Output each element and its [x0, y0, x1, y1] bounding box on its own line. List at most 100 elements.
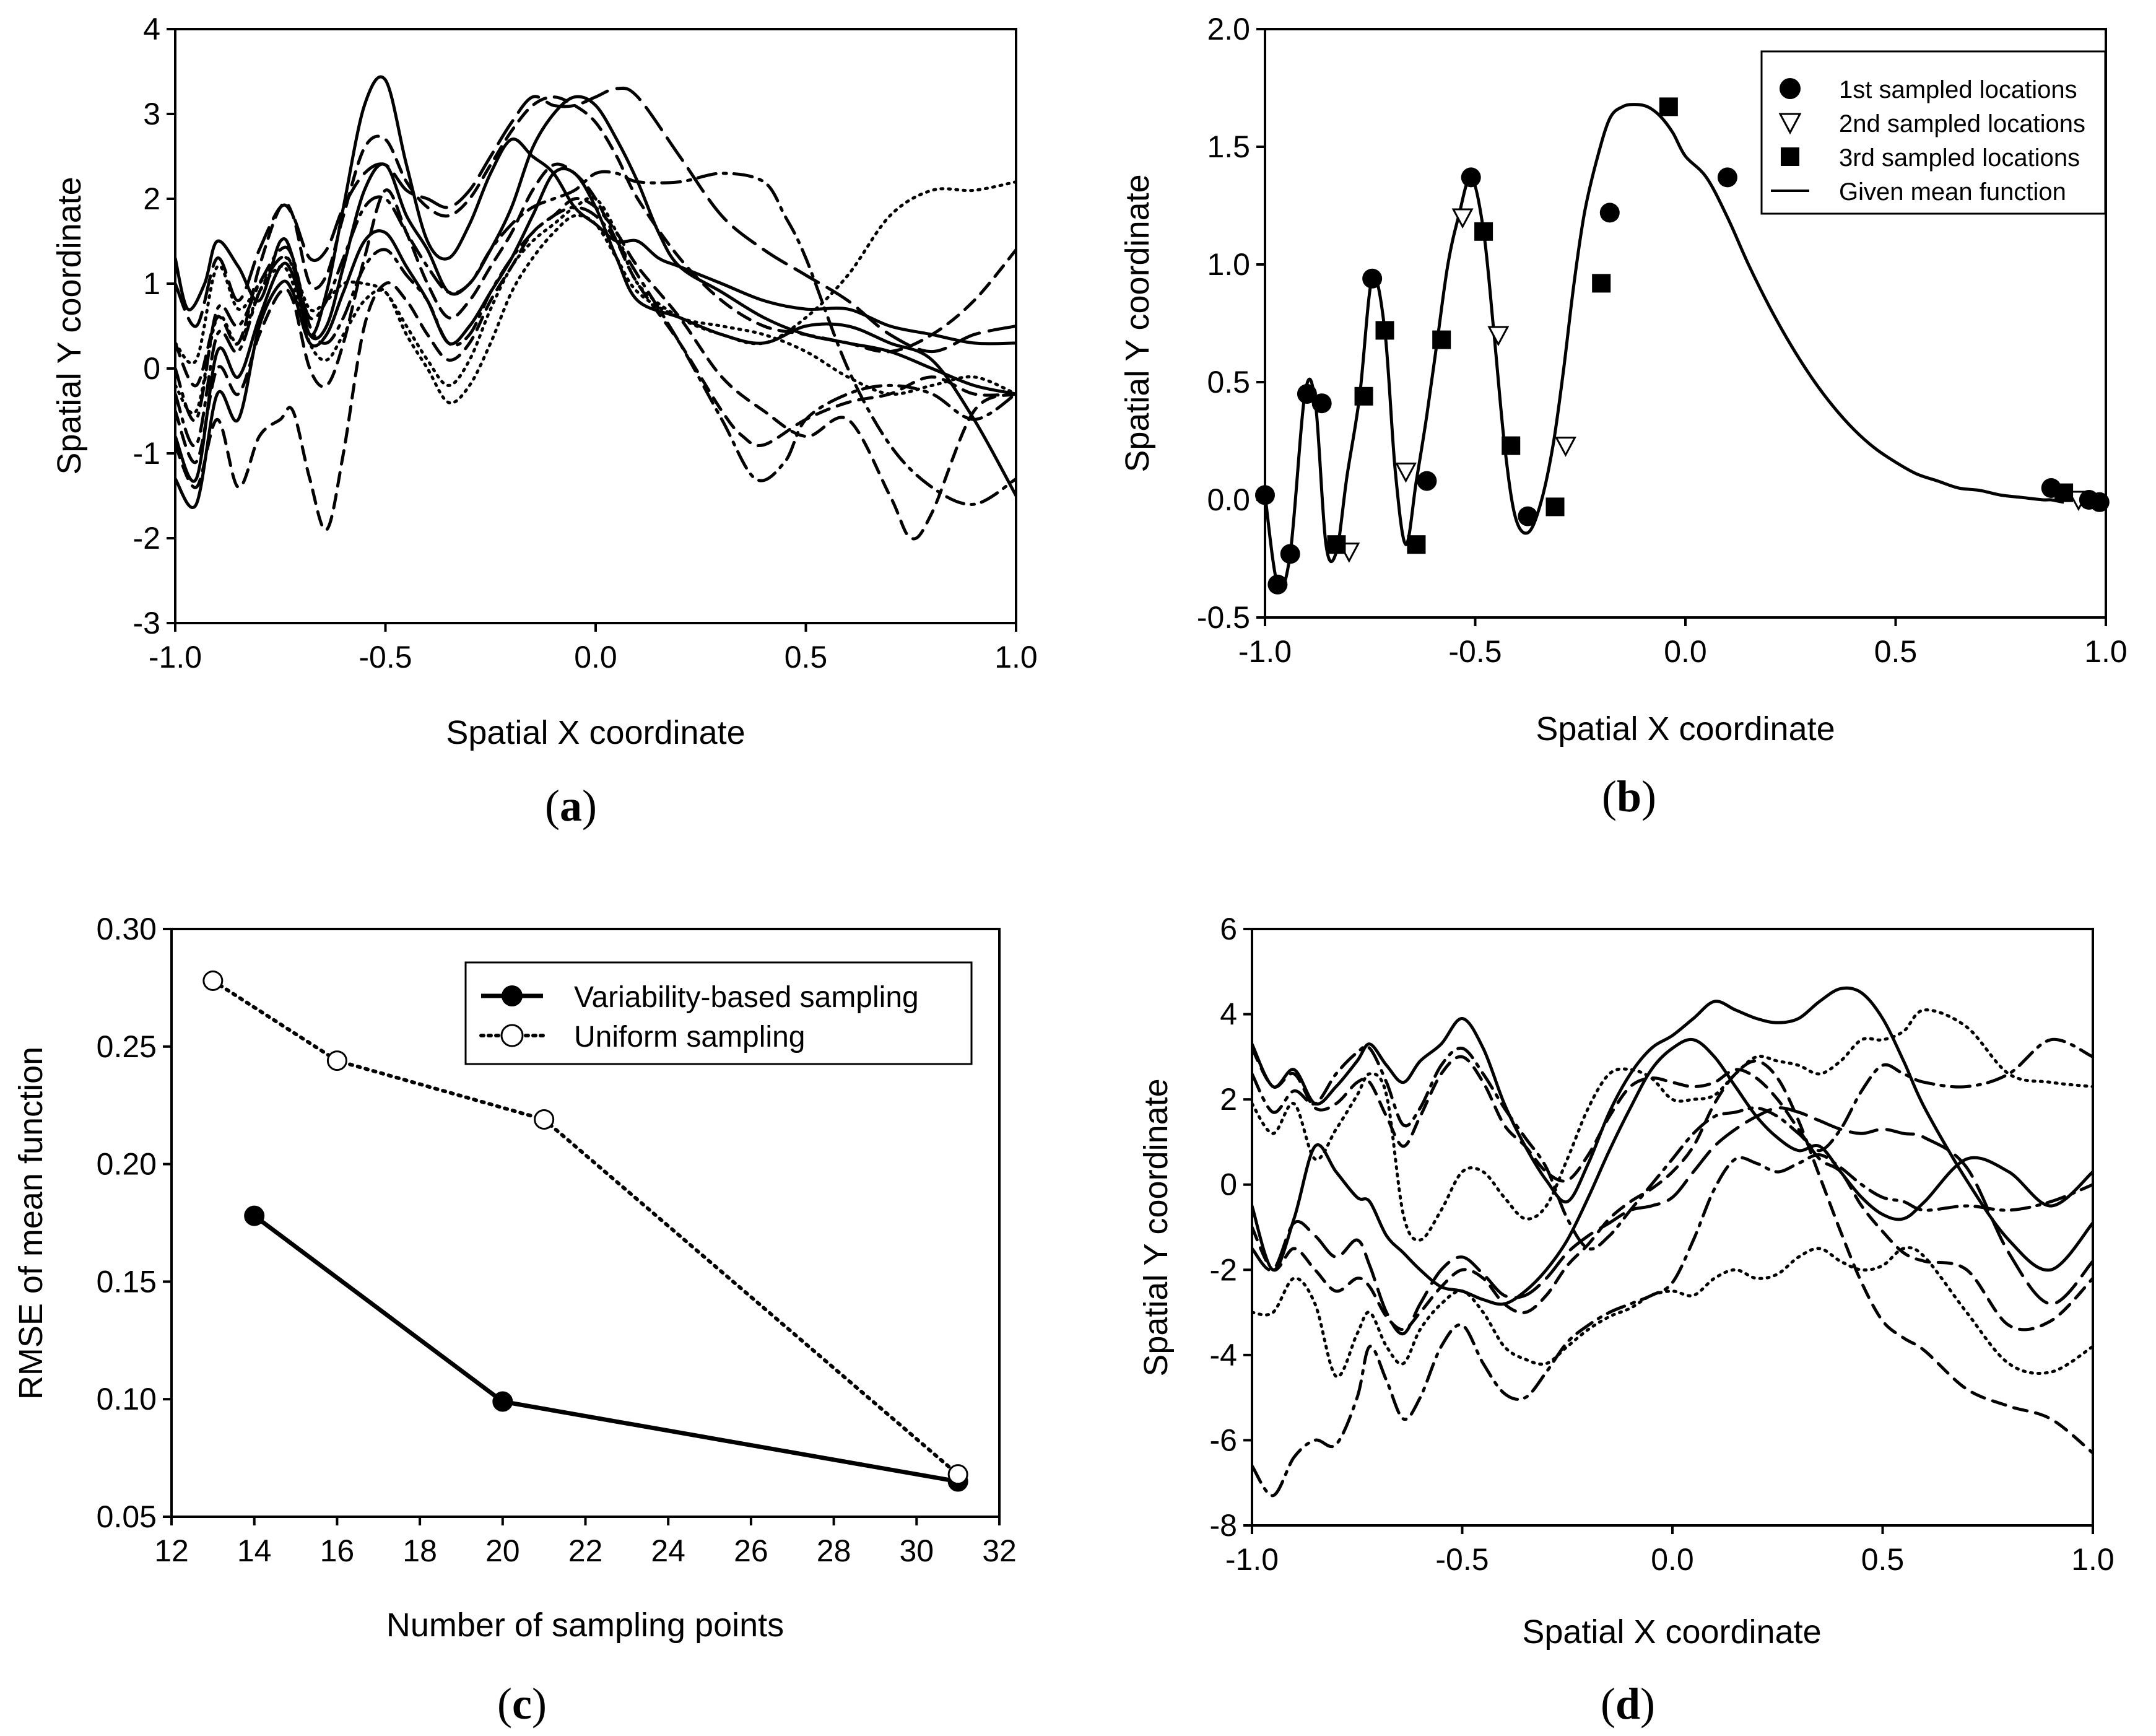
- third-sampled-marker: [1545, 497, 1565, 517]
- second-sampled-marker: [1394, 462, 1417, 483]
- y-tick-label: 2.0: [1207, 12, 1250, 46]
- series-line-dotted: [175, 180, 1016, 387]
- y-tick-label: -8: [1210, 1508, 1237, 1543]
- panel-b-x-axis-label: Spatial X coordinate: [1536, 710, 1835, 748]
- panel-c-x-axis-label: Number of sampling points: [386, 1607, 784, 1644]
- x-tick-label: 16: [320, 1533, 355, 1568]
- series-line-dashed: [1252, 1047, 2093, 1332]
- x-tick-label: -0.5: [1435, 1542, 1489, 1577]
- series-line-dashed: [1252, 1059, 2093, 1455]
- first-sampled-marker: [2041, 478, 2061, 498]
- panel-d-plot-frame: [1251, 928, 2094, 1527]
- third-sampled-marker: [1502, 436, 1521, 455]
- legend-filled-circle-marker: [502, 985, 523, 1006]
- series-line-longdash: [1252, 1106, 2093, 1336]
- y-tick-label: 2: [1220, 1082, 1237, 1117]
- y-tick-label: 6: [1220, 912, 1237, 946]
- first-sampled-marker: [1362, 268, 1383, 289]
- panel-c-legend-frame: [464, 961, 973, 1065]
- first-sampled-marker: [1255, 485, 1275, 505]
- x-tick-label: 12: [154, 1533, 189, 1568]
- third-sampled-marker: [1592, 274, 1611, 293]
- series-line-longdash: [175, 86, 1016, 354]
- panel-a-label: (a): [545, 781, 597, 831]
- panel-c-markers: [202, 971, 968, 1492]
- panel-b-label: (b): [1602, 772, 1656, 821]
- panel-d-label: (d): [1601, 1679, 1655, 1729]
- x-tick-label: 18: [402, 1533, 437, 1568]
- first-sampled-marker: [1267, 574, 1288, 595]
- legend-filled-circle-marker: [1780, 78, 1801, 99]
- second-sampled-marker: [1451, 208, 1474, 229]
- panel-b-series: [1263, 103, 2064, 590]
- series-line-dashed: [175, 95, 1016, 387]
- y-tick-label: 0.30: [97, 912, 157, 946]
- first-sampled-marker: [1518, 506, 1538, 526]
- x-tick-label: 28: [817, 1533, 851, 1568]
- y-tick-label: -3: [133, 606, 160, 640]
- legend-label-2nd: 2nd sampled locations: [1839, 110, 2085, 137]
- x-tick-label: 0.5: [1861, 1542, 1905, 1577]
- panel-b-legend-frame: [1760, 50, 2106, 215]
- x-tick-label: 20: [485, 1533, 520, 1568]
- y-tick-label: 0.05: [97, 1499, 157, 1534]
- panel-d-x-axis-label: Spatial X coordinate: [1522, 1613, 1821, 1651]
- y-tick-label: 1.5: [1207, 129, 1250, 164]
- series-line-dashdot: [1252, 1153, 2093, 1498]
- y-tick-label: -0.5: [1197, 600, 1250, 635]
- y-tick-label: 0.10: [97, 1382, 157, 1416]
- series-line-dashdot: [175, 206, 1016, 482]
- panel-c-label: (c): [497, 1679, 547, 1729]
- x-tick-label: 30: [899, 1533, 934, 1568]
- panel-a-x-ticks: -1.0 -0.5 0.0 0.5 1.0: [149, 623, 1038, 674]
- panel-b-markers: [1255, 97, 2110, 595]
- legend-label-uniform: Uniform sampling: [574, 1021, 805, 1053]
- panel-d-y-axis-label: Spatial Y coordinate: [1137, 1078, 1175, 1376]
- panel-c-y-ticks: 0.05 0.10 0.15 0.20 0.25 0.30: [97, 912, 172, 1534]
- legend-open-circle-marker: [500, 1024, 524, 1047]
- panel-d-chart: -8 -6 -4 -2 0 2 4 6 -1.0 -0.5 0.0 0.5 1.0 Spatial X…: [1137, 912, 2115, 1729]
- panel-b-legend: 1st sampled locations 2nd sampled locati…: [1760, 50, 2106, 215]
- series-line-dotted: [175, 214, 1016, 415]
- legend-label-mean: Given mean function: [1839, 178, 2066, 206]
- third-sampled-marker: [1659, 97, 1678, 116]
- y-tick-label: 0.25: [97, 1029, 157, 1064]
- x-tick-label: -0.5: [1448, 634, 1502, 669]
- series-line-dotted: [1252, 1246, 2093, 1379]
- filled-circle-marker: [244, 1205, 265, 1226]
- panel-b-y-ticks: -0.5 0.0 0.5 1.0 1.5 2.0: [1197, 12, 1265, 635]
- third-sampled-marker: [1474, 222, 1493, 241]
- legend-open-triangle-marker: [1778, 113, 1802, 135]
- panel-a-series: [175, 75, 1016, 541]
- series-line-dotted: [1252, 1008, 2093, 1242]
- first-sampled-marker: [1461, 167, 1481, 188]
- y-tick-label: 0: [143, 351, 160, 386]
- y-tick-label: -2: [1210, 1252, 1237, 1287]
- first-sampled-marker: [1599, 203, 1620, 223]
- panel-a-chart: -3 -2 -1 0 1 2 3 4 -1.0 -0.5 0.0 0.5 1.0 Spatial X …: [51, 12, 1038, 831]
- first-sampled-marker: [1280, 544, 1300, 564]
- y-tick-label: 4: [1220, 997, 1237, 1032]
- second-sampled-marker: [1487, 326, 1510, 347]
- y-tick-label: 1.0: [1207, 247, 1250, 282]
- x-tick-label: 1.0: [2071, 1542, 2115, 1577]
- x-tick-label: 1.0: [2084, 634, 2128, 669]
- second-sampled-marker: [1554, 437, 1576, 457]
- first-sampled-marker: [1297, 384, 1317, 404]
- series-line-solid: [175, 75, 1016, 346]
- y-tick-label: -6: [1210, 1423, 1237, 1457]
- open-circle-marker: [534, 1109, 555, 1130]
- y-tick-label: 0.0: [1207, 482, 1250, 517]
- x-tick-label: 0.0: [574, 640, 617, 674]
- mean-function-line: [1263, 103, 2064, 590]
- first-sampled-marker: [2089, 492, 2110, 512]
- first-sampled-marker: [1417, 471, 1437, 491]
- legend-label-3rd: 3rd sampled locations: [1839, 144, 2080, 172]
- y-tick-label: 4: [143, 12, 160, 46]
- third-sampled-marker: [1407, 535, 1426, 554]
- y-tick-label: 3: [143, 97, 160, 131]
- y-tick-label: -1: [133, 436, 160, 471]
- third-sampled-marker: [1354, 386, 1373, 406]
- series-line-dashed: [175, 162, 1016, 465]
